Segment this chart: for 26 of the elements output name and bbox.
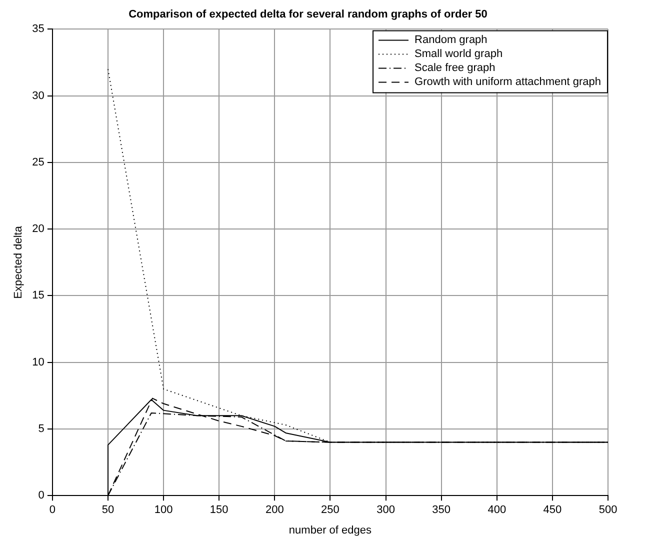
y-tick-label: 0 (38, 490, 44, 502)
x-tick-label: 450 (543, 504, 562, 516)
x-tick-label: 50 (102, 504, 114, 516)
y-tick-label: 35 (32, 23, 44, 36)
y-tick-label: 15 (32, 290, 44, 302)
legend-label: Small world graph (414, 48, 503, 60)
x-tick-label: 300 (376, 504, 395, 516)
legend-label: Random graph (414, 34, 488, 46)
legend-label: Scale free graph (414, 62, 496, 74)
x-tick-label: 0 (49, 504, 56, 516)
x-tick-label: 350 (432, 504, 451, 516)
legend-label: Growth with uniform attachment graph (414, 76, 602, 88)
y-tick-label: 30 (32, 90, 44, 102)
x-tick-label: 200 (265, 504, 284, 516)
y-tick-label: 20 (32, 223, 44, 236)
x-tick-label: 250 (321, 504, 340, 516)
x-tick-label: 100 (154, 504, 173, 516)
chart-title: Comparison of expected delta for several random graphs of order 50 (128, 8, 488, 21)
y-tick-label: 10 (32, 356, 44, 368)
x-tick-label: 150 (210, 504, 228, 516)
y-tick-label: 25 (32, 156, 44, 168)
y-tick-label: 5 (38, 423, 44, 436)
y-axis-title: Expected delta (12, 225, 25, 299)
x-tick-label: 500 (598, 504, 618, 516)
x-tick-label: 400 (488, 504, 506, 516)
x-axis-title: number of edges (288, 524, 372, 536)
